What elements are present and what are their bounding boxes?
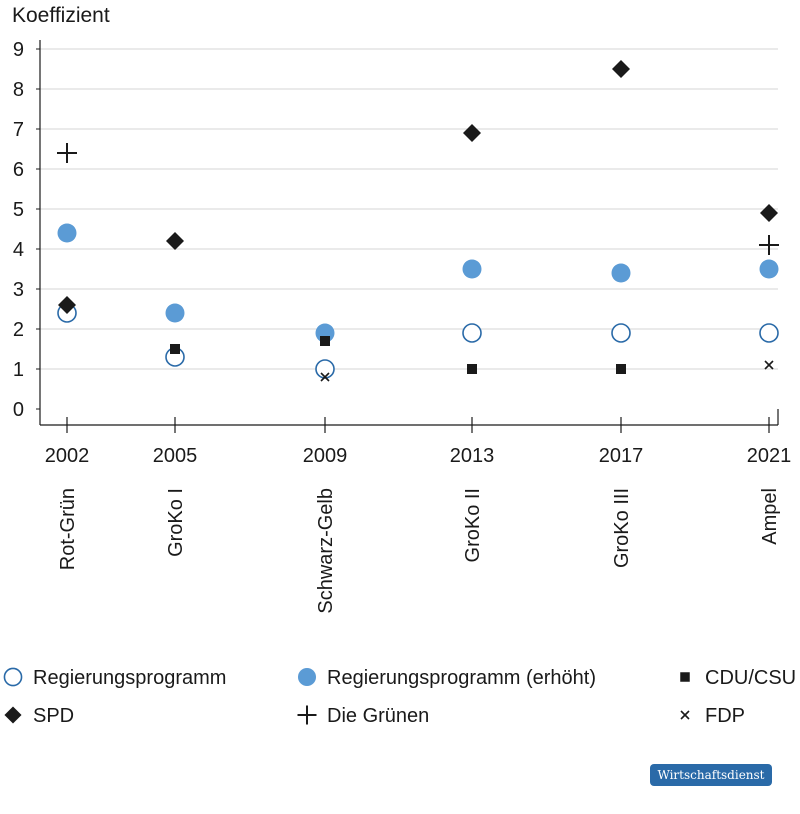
legend-marker-spd bbox=[4, 706, 22, 724]
legend-label: Regierungsprogramm bbox=[33, 667, 226, 689]
point-regierungsprogramm-erh-ht-2005 bbox=[165, 303, 185, 323]
point-spd-2017 bbox=[612, 60, 630, 78]
axes: 0 1 2 3 4 5 6 7 8 9 2002 Rot-Grün 2005 GroKo I 2009 Sch… bbox=[13, 39, 791, 614]
point-regierungsprogramm-erh-ht-2013 bbox=[462, 259, 482, 279]
legend-label: FDP bbox=[705, 705, 745, 727]
x-tick-label: 2005 bbox=[153, 445, 198, 467]
point-die-gr-nen-2021 bbox=[759, 235, 779, 255]
point-regierungsprogramm-erh-ht-2021 bbox=[759, 259, 779, 279]
x-tick-label: 2013 bbox=[450, 445, 495, 467]
y-tick-label: 5 bbox=[13, 199, 24, 221]
point-regierungsprogramm-2021 bbox=[759, 323, 779, 343]
legend-label: SPD bbox=[33, 705, 74, 727]
x-tick-label: 2017 bbox=[599, 445, 644, 467]
publisher-badge: Wirtschaftsdienst bbox=[650, 764, 772, 786]
coalition-label: Schwarz-Gelb bbox=[315, 488, 337, 614]
y-tick-label: 9 bbox=[13, 39, 24, 61]
point-fdp-2021 bbox=[764, 360, 774, 370]
x-tick-label: 2021 bbox=[747, 445, 792, 467]
y-axis-label: Koeffizient bbox=[12, 4, 110, 27]
y-tick-label: 7 bbox=[13, 119, 24, 141]
point-regierungsprogramm-erh-ht-2002 bbox=[57, 223, 77, 243]
legend-marker-cdu-csu bbox=[680, 672, 690, 682]
y-tick-label: 1 bbox=[13, 359, 24, 381]
point-fdp-2009 bbox=[320, 372, 330, 382]
gridlines bbox=[40, 48, 778, 370]
point-die-gr-nen-2002 bbox=[57, 143, 77, 163]
point-spd-2013 bbox=[463, 124, 481, 142]
point-cdu-csu-2013 bbox=[467, 364, 477, 374]
point-cdu-csu-2005 bbox=[170, 344, 180, 354]
y-tick-label: 8 bbox=[13, 79, 24, 101]
point-cdu-csu-2009 bbox=[320, 336, 330, 346]
data-points bbox=[57, 60, 779, 382]
legend-marker-die-gr-nen bbox=[297, 705, 317, 725]
y-tick-label: 0 bbox=[13, 399, 24, 421]
point-spd-2005 bbox=[166, 232, 184, 250]
legend-marker-fdp-b bbox=[680, 710, 690, 720]
point-spd-2021 bbox=[760, 204, 778, 222]
point-regierungsprogramm-erh-ht-2017 bbox=[611, 263, 631, 283]
y-tick-label: 3 bbox=[13, 279, 24, 301]
y-tick-label: 2 bbox=[13, 319, 24, 341]
legend-marker-regierungsprogramm-erh-ht bbox=[297, 667, 317, 687]
legend: Regierungsprogramm Regierungsprogramm (er… bbox=[3, 667, 796, 727]
legend-label: Die Grünen bbox=[327, 705, 429, 727]
legend-marker-regierungsprogramm bbox=[3, 667, 23, 687]
x-tick-label: 2009 bbox=[303, 445, 348, 467]
y-tick-label: 4 bbox=[13, 239, 24, 261]
point-regierungsprogramm-2013 bbox=[462, 323, 482, 343]
point-fdp-2009-b bbox=[320, 372, 330, 382]
legend-marker-fdp bbox=[680, 710, 690, 720]
legend-label: Regierungsprogramm (erhöht) bbox=[327, 667, 596, 689]
y-tick-label: 6 bbox=[13, 159, 24, 181]
coalition-label: GroKo III bbox=[611, 488, 633, 568]
point-regierungsprogramm-2009 bbox=[315, 359, 335, 379]
coalition-label: Rot-Grün bbox=[57, 488, 79, 570]
coalition-label: Ampel bbox=[759, 488, 781, 545]
point-spd-2002 bbox=[58, 296, 76, 314]
coalition-label: GroKo II bbox=[462, 488, 484, 562]
point-cdu-csu-2017 bbox=[616, 364, 626, 374]
x-tick-label: 2002 bbox=[45, 445, 90, 467]
legend-label: CDU/CSU bbox=[705, 667, 796, 689]
point-regierungsprogramm-2017 bbox=[611, 323, 631, 343]
point-fdp-2021-b bbox=[764, 360, 774, 370]
coalition-label: GroKo I bbox=[165, 488, 187, 557]
